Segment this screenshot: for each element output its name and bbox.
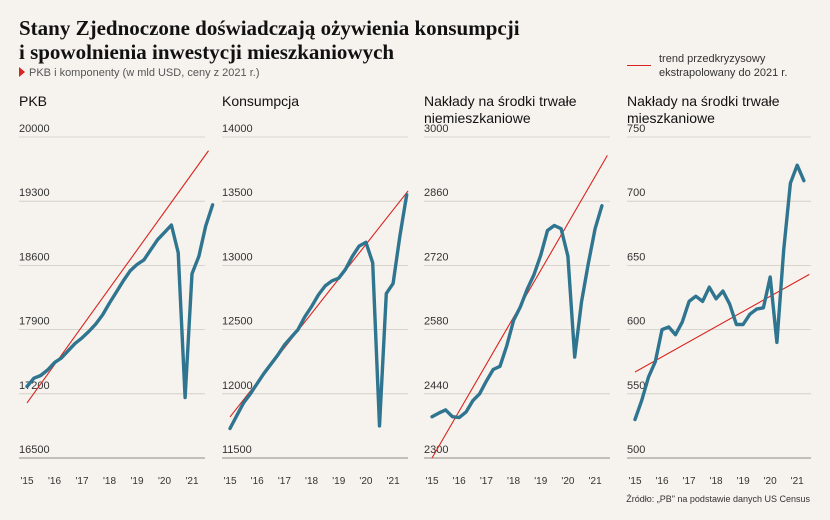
x-tick-label: '18 xyxy=(507,476,520,487)
y-tick-label: 18600 xyxy=(19,251,50,263)
x-tick-label: '19 xyxy=(130,476,143,487)
y-tick-label: 20000 xyxy=(19,123,50,135)
chart-panel-2: 11500 12000 12500 13000 13500 14000 '15 '16 '17 '… xyxy=(222,123,409,487)
y-tick-label: 700 xyxy=(627,187,645,199)
x-tick-label: '17 xyxy=(683,476,696,487)
x-tick-label: '15 xyxy=(20,476,33,487)
y-tick-label: 600 xyxy=(627,316,645,328)
y-tick-label: 550 xyxy=(627,380,645,392)
y-tick-label: 12500 xyxy=(222,316,253,328)
x-tick-label: '17 xyxy=(75,476,88,487)
triangle-bullet-icon xyxy=(19,67,25,77)
x-tick-label: '18 xyxy=(710,476,723,487)
x-tick-label: '20 xyxy=(561,476,574,487)
x-tick-label: '18 xyxy=(103,476,116,487)
y-tick-label: 13500 xyxy=(222,187,253,199)
y-tick-label: 17200 xyxy=(19,380,50,392)
x-tick-label: '19 xyxy=(332,476,345,487)
x-tick-label: '19 xyxy=(534,476,547,487)
source-note: Źródło: „PB" na podstawie danych US Cens… xyxy=(626,494,810,504)
legend-trend-label: trend przedkryzysowy ekstrapolowany do 2… xyxy=(659,53,788,79)
x-tick-label: '16 xyxy=(251,476,264,487)
y-tick-label: 14000 xyxy=(222,123,253,135)
y-tick-label: 12000 xyxy=(222,380,253,392)
x-tick-label: '21 xyxy=(387,476,400,487)
x-tick-label: '15 xyxy=(628,476,641,487)
x-tick-label: '15 xyxy=(425,476,438,487)
panel-title-pkb: PKB xyxy=(19,93,48,109)
x-tick-label: '21 xyxy=(589,476,602,487)
y-tick-label: 3000 xyxy=(424,123,448,135)
series-line xyxy=(430,204,604,420)
x-tick-label: '21 xyxy=(791,476,804,487)
x-tick-label: '16 xyxy=(656,476,669,487)
y-tick-label: 2720 xyxy=(424,251,448,263)
series-line xyxy=(228,193,409,431)
legend-trend-swatch xyxy=(627,65,651,66)
panel-title-mieszkaniowe: Nakłady na środki trwałe mieszkaniowe xyxy=(627,93,780,126)
x-tick-label: '17 xyxy=(480,476,493,487)
series-line xyxy=(633,163,806,422)
y-tick-label: 500 xyxy=(627,444,645,456)
y-tick-label: 750 xyxy=(627,123,645,135)
x-tick-label: '20 xyxy=(764,476,777,487)
x-tick-label: '16 xyxy=(453,476,466,487)
trend-line xyxy=(634,273,810,373)
x-tick-label: '17 xyxy=(278,476,291,487)
x-tick-label: '20 xyxy=(158,476,171,487)
panel-title-niemieszkaniowe: Nakłady na środki trwałe niemieszkaniowe xyxy=(424,93,577,126)
x-tick-label: '21 xyxy=(185,476,198,487)
chart-title: Stany Zjednoczone doświadczają ożywienia… xyxy=(19,16,619,64)
x-tick-label: '18 xyxy=(305,476,318,487)
y-tick-label: 11500 xyxy=(222,444,252,456)
x-tick-label: '15 xyxy=(223,476,236,487)
y-tick-label: 17900 xyxy=(19,316,50,328)
y-tick-label: 2860 xyxy=(424,187,448,199)
x-tick-label: '16 xyxy=(48,476,61,487)
series-line xyxy=(25,203,215,400)
chart-panel-3: 230024402580272028603000'15'16'17'18'19'… xyxy=(424,123,610,487)
x-tick-label: '19 xyxy=(737,476,750,487)
x-tick-label: '20 xyxy=(359,476,372,487)
chart-subtitle: PKB i komponenty (w mld USD, ceny z 2021… xyxy=(19,67,259,79)
chart-title-line-1: Stany Zjednoczone doświadczają ożywienia… xyxy=(19,16,520,40)
y-tick-label: 650 xyxy=(627,251,645,263)
panel-title-konsumpcja: Konsumpcja xyxy=(222,93,300,109)
y-tick-label: 19300 xyxy=(19,187,50,199)
y-tick-label: 2440 xyxy=(424,380,448,392)
subtitle-text: PKB i komponenty (w mld USD, ceny z 2021… xyxy=(29,67,260,79)
y-tick-label: 13000 xyxy=(222,251,253,263)
chart-panel-4: 500 550 600 650 700 750 '15 '16 '17 '18 '19 '20 '21 xyxy=(627,123,811,487)
y-tick-label: 16500 xyxy=(19,444,50,456)
chart-panel-1: 16500 17200 17900 18600 19300 20000 '15 '16 '17 '… xyxy=(19,123,215,487)
y-tick-label: 2580 xyxy=(424,316,448,328)
chart-title-line-2: i spowolnienia inwestycji mieszkaniowych xyxy=(19,40,395,64)
